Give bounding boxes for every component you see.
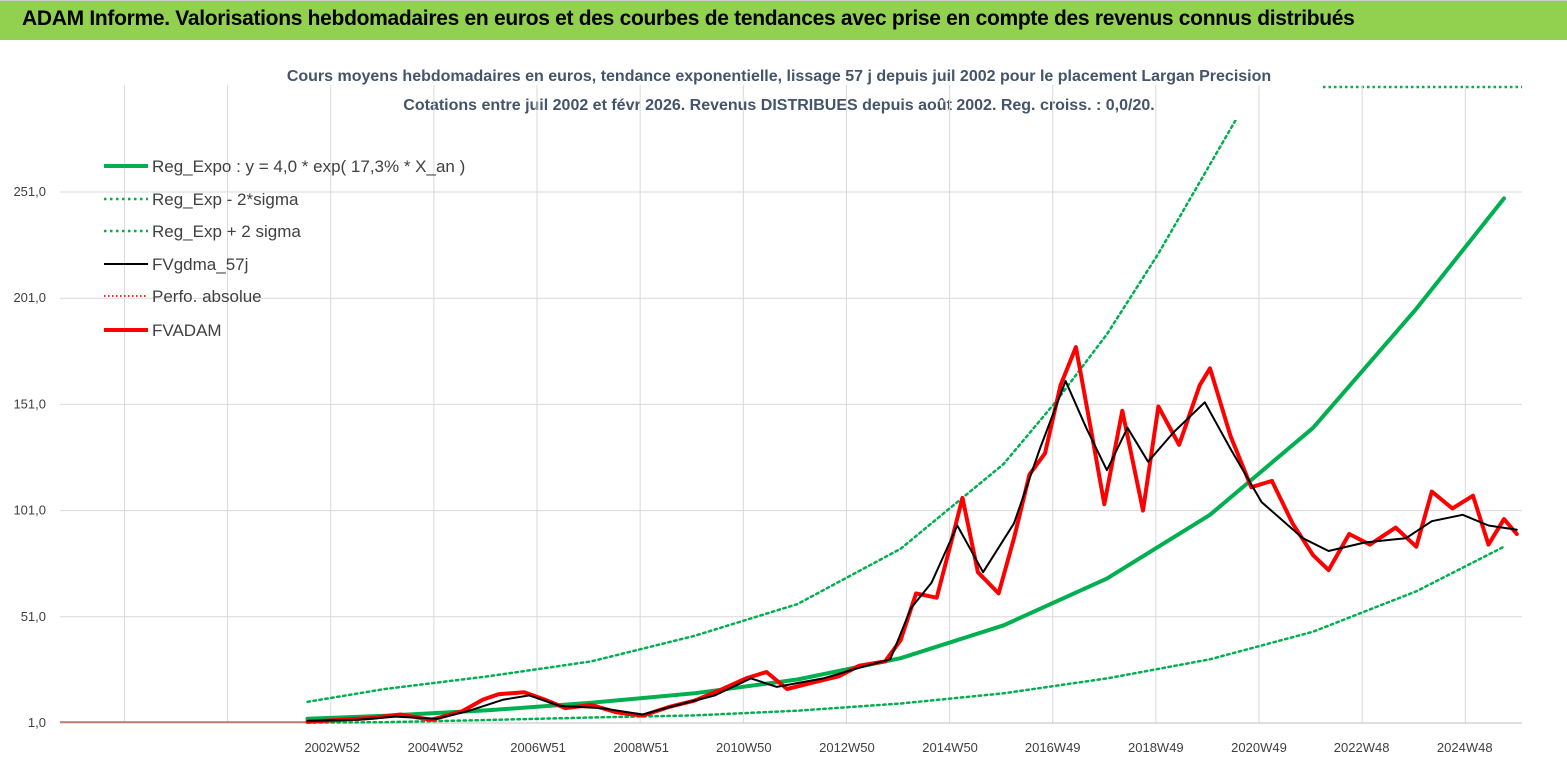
series-line-3: [306, 380, 1518, 722]
y-tick-label: 51,0: [21, 609, 46, 624]
legend-label: Perfo. absolue: [152, 287, 262, 306]
y-tick-label: 101,0: [13, 503, 46, 518]
axes: 1,0 51,0 101,0 151,0 201,0 251,0 2002W52 2004W5…: [13, 184, 1522, 755]
chart-svg: Cours moyens hebdomadaires en euros, ten…: [13, 68, 1522, 755]
y-tick-label: 151,0: [13, 396, 46, 411]
x-tick-label: 2022W48: [1334, 740, 1390, 755]
x-tick-label: 2016W49: [1025, 740, 1081, 755]
x-tick-label: 2002W52: [304, 740, 360, 755]
series: [305, 120, 1519, 724]
x-tick-label: 2006W51: [510, 740, 566, 755]
chart: Cours moyens hebdomadaires en euros, ten…: [0, 40, 1567, 783]
grid: [60, 85, 1522, 723]
x-tick-label: 2012W50: [819, 740, 875, 755]
legend: Reg_Expo : y = 4,0 * exp( 17,3% * X_an )…: [104, 157, 465, 340]
series-line-0: [305, 196, 1506, 721]
legend-label: FVADAM: [152, 321, 222, 340]
legend-label: Reg_Exp - 2*sigma: [152, 190, 299, 209]
x-tick-label: 2010W50: [716, 740, 772, 755]
y-tick-label: 251,0: [13, 184, 46, 199]
legend-label: Reg_Exp + 2 sigma: [152, 222, 301, 241]
series-line-1: [306, 545, 1506, 724]
x-tick-label: 2014W50: [922, 740, 978, 755]
y-tick-label: 1,0: [28, 715, 46, 730]
x-tick-label: 2018W49: [1128, 740, 1184, 755]
chart-title: Cours moyens hebdomadaires en euros, ten…: [287, 68, 1271, 85]
series-line-2: [306, 120, 1238, 704]
x-tick-label: 2024W48: [1437, 740, 1493, 755]
y-tick-label: 201,0: [13, 290, 46, 305]
x-tick-label: 2008W51: [613, 740, 669, 755]
chart-subtitle: Cotations entre juil 2002 et févr 2026. …: [403, 97, 1154, 114]
legend-label: Reg_Expo : y = 4,0 * exp( 17,3% * X_an ): [152, 157, 465, 176]
page-title: ADAM Informe. Valorisations hebdomadaire…: [22, 7, 1355, 30]
legend-label: FVgdma_57j: [152, 255, 248, 274]
x-tick-label: 2020W49: [1231, 740, 1287, 755]
x-tick-label: 2004W52: [408, 740, 464, 755]
title-bar: ADAM Informe. Valorisations hebdomadaire…: [0, 0, 1567, 40]
